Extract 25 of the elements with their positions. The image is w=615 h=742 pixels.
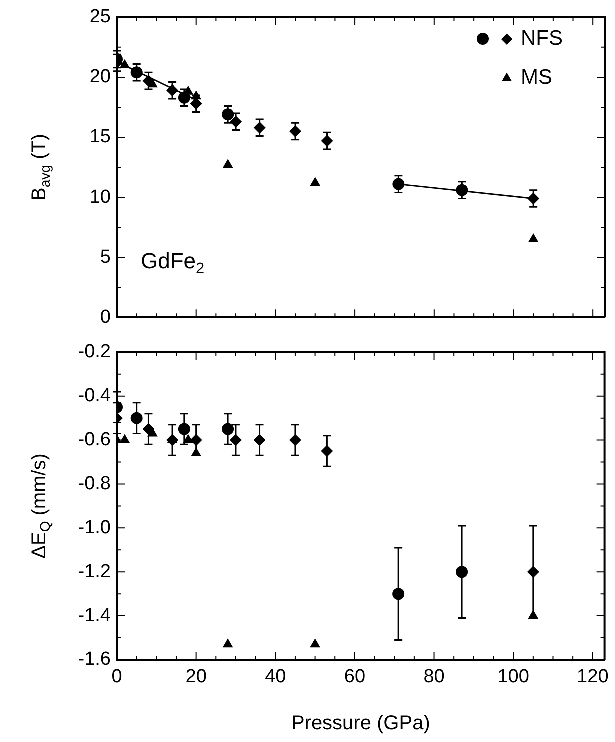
y-tick-label: 15: [90, 126, 111, 148]
y-tick-label: -0.2: [78, 342, 111, 363]
y-tick-label: -1.0: [78, 517, 111, 538]
y-tick-label: 0: [100, 306, 111, 328]
x-tick-label: 120: [577, 666, 609, 688]
x-tick-label: 100: [498, 666, 530, 688]
y-tick-label: -1.4: [78, 605, 112, 626]
y-tick-label: -0.4: [78, 386, 112, 407]
x-tick-label: 60: [344, 666, 366, 688]
x-tick-label: 20: [186, 666, 207, 688]
y-axis-title: Bavg (T): [28, 134, 53, 202]
y-tick-label: 10: [90, 186, 111, 208]
legend-label: NFS: [521, 27, 563, 50]
y-tick-label: 20: [90, 66, 111, 88]
y-tick-label: -0.6: [78, 430, 111, 451]
y-tick-label: -0.8: [78, 473, 111, 494]
y-tick-label: -1.2: [78, 561, 111, 582]
legend-label: MS: [521, 66, 552, 90]
x-tick-label: 80: [424, 666, 445, 688]
y-axis-title: ΔEQ (mm/s): [28, 454, 53, 559]
y-tick-label: -1.6: [78, 649, 111, 670]
y-tick-label: 25: [90, 6, 111, 28]
x-tick-label: 40: [265, 666, 286, 688]
y-tick-label: 5: [100, 246, 111, 268]
x-axis-title: Pressure (GPa): [291, 712, 430, 735]
